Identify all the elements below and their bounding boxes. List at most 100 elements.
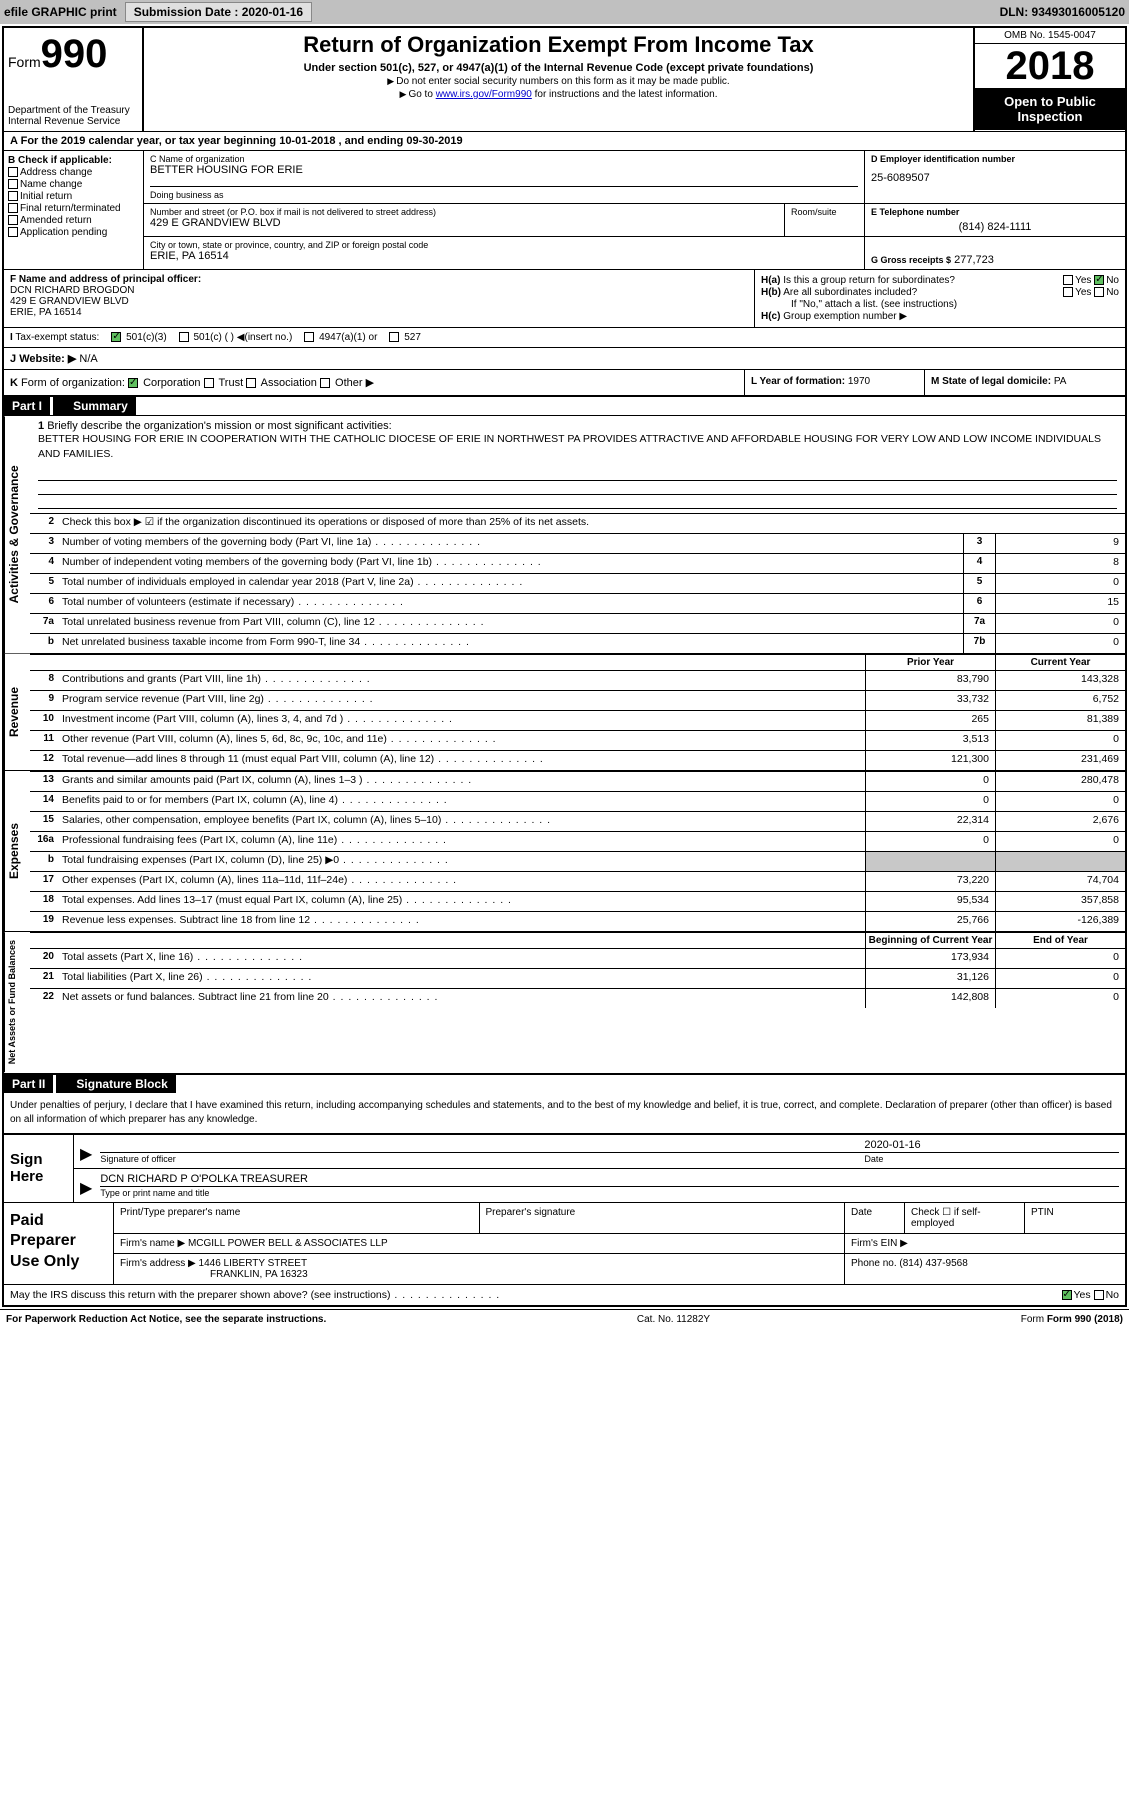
chk-address-change[interactable] — [8, 167, 18, 177]
ha-no[interactable] — [1094, 275, 1104, 285]
data-line: 13Grants and similar amounts paid (Part … — [30, 771, 1125, 791]
prep-date-label: Date — [851, 1207, 898, 1218]
revenue-block: Revenue Prior Year Current Year 8Contrib… — [4, 653, 1125, 770]
tax-status-label: Tax-exempt status: — [15, 332, 99, 343]
data-line: 19Revenue less expenses. Subtract line 1… — [30, 911, 1125, 931]
gov-line: 7aTotal unrelated business revenue from … — [30, 613, 1125, 633]
l-label: L Year of formation: — [751, 376, 845, 387]
data-line: 20Total assets (Part X, line 16)173,9340 — [30, 948, 1125, 968]
current-year-val: 81,389 — [995, 711, 1125, 730]
section-b: B Check if applicable: Address change Na… — [4, 151, 144, 269]
officer-signature[interactable] — [100, 1139, 864, 1153]
chk-amended[interactable] — [8, 215, 18, 225]
website-label: Website: ▶ — [19, 353, 76, 365]
current-year-val: 6,752 — [995, 691, 1125, 710]
lbl-assoc: Association — [261, 377, 317, 389]
tax-year: 2018 — [975, 44, 1125, 88]
line-text: Total liabilities (Part X, line 26) — [58, 969, 865, 988]
prior-year-val: 83,790 — [865, 671, 995, 690]
discuss-no[interactable] — [1094, 1290, 1104, 1300]
current-year-val: 280,478 — [995, 772, 1125, 791]
chk-527[interactable] — [389, 332, 399, 342]
chk-trust[interactable] — [204, 378, 214, 388]
prior-year-val: 0 — [865, 832, 995, 851]
line-val: 0 — [995, 614, 1125, 633]
data-line: 15Salaries, other compensation, employee… — [30, 811, 1125, 831]
note-goto-prefix: Go to — [400, 89, 436, 100]
line-text: Grants and similar amounts paid (Part IX… — [58, 772, 865, 791]
line-num: 4 — [30, 554, 58, 573]
line-box: 7a — [963, 614, 995, 633]
form-subtitle: Under section 501(c), 527, or 4947(a)(1)… — [152, 62, 965, 74]
line-num: b — [30, 852, 58, 871]
lbl-name-change: Name change — [20, 179, 82, 190]
chk-name-change[interactable] — [8, 179, 18, 189]
chk-initial[interactable] — [8, 191, 18, 201]
line-box: 4 — [963, 554, 995, 573]
chk-assoc[interactable] — [246, 378, 256, 388]
firm-phone-label: Phone no. — [851, 1258, 897, 1269]
omb-number: OMB No. 1545-0047 — [975, 28, 1125, 44]
side-expenses: Expenses — [4, 771, 30, 931]
line2-text: Check this box ▶ ☑ if the organization d… — [58, 514, 1125, 533]
officer-label: F Name and address of principal officer: — [10, 274, 748, 285]
phone-value: (814) 824-1111 — [871, 221, 1119, 233]
current-year-val: 143,328 — [995, 671, 1125, 690]
l-value: 1970 — [848, 376, 870, 387]
irs-label: Internal Revenue Service — [8, 116, 138, 127]
current-year-val: 231,469 — [995, 751, 1125, 770]
form990-link[interactable]: www.irs.gov/Form990 — [436, 89, 532, 100]
line-num: b — [30, 634, 58, 653]
data-line: 12Total revenue—add lines 8 through 11 (… — [30, 750, 1125, 770]
chk-501c[interactable] — [179, 332, 189, 342]
header-right: OMB No. 1545-0047 2018 Open to Public In… — [975, 28, 1125, 131]
hb-yes[interactable] — [1063, 287, 1073, 297]
discuss-no-lbl: No — [1106, 1289, 1119, 1301]
line-text: Contributions and grants (Part VIII, lin… — [58, 671, 865, 690]
chk-other[interactable] — [320, 378, 330, 388]
prior-year-val: 3,513 — [865, 731, 995, 750]
side-netassets: Net Assets or Fund Balances — [4, 932, 30, 1072]
line-text: Number of voting members of the governin… — [58, 534, 963, 553]
chk-501c3[interactable] — [111, 332, 121, 342]
website-value: N/A — [79, 353, 97, 365]
discuss-yes[interactable] — [1062, 1290, 1072, 1300]
hb-no[interactable] — [1094, 287, 1104, 297]
penalty-statement: Under penalties of perjury, I declare th… — [4, 1093, 1125, 1133]
chk-final[interactable] — [8, 203, 18, 213]
line-text: Salaries, other compensation, employee b… — [58, 812, 865, 831]
hb-prefix: H(b) — [761, 287, 781, 298]
submission-date-button[interactable]: Submission Date : 2020-01-16 — [125, 2, 312, 22]
lbl-trust: Trust — [218, 377, 243, 389]
dept-label: Department of the Treasury — [8, 105, 138, 116]
city-value: ERIE, PA 16514 — [150, 250, 858, 262]
ein-label: D Employer identification number — [871, 154, 1119, 164]
firm-name-label: Firm's name ▶ — [120, 1238, 185, 1249]
chk-4947[interactable] — [304, 332, 314, 342]
gross-label: G Gross receipts $ — [871, 255, 951, 265]
gov-line: 5Total number of individuals employed in… — [30, 573, 1125, 593]
col-begin: Beginning of Current Year — [865, 933, 995, 948]
chk-pending[interactable] — [8, 227, 18, 237]
hc-prefix: H(c) — [761, 311, 780, 322]
line-text: Other expenses (Part IX, column (A), lin… — [58, 872, 865, 891]
efile-label[interactable]: efile GRAPHIC print — [4, 5, 117, 19]
data-line: 22Net assets or fund balances. Subtract … — [30, 988, 1125, 1008]
section-j: J Website: ▶ N/A — [4, 347, 1125, 369]
mission-blank-1 — [38, 467, 1117, 481]
gov-line: 4Number of independent voting members of… — [30, 553, 1125, 573]
line-num: 7a — [30, 614, 58, 633]
prior-year-val: 265 — [865, 711, 995, 730]
chk-corp[interactable] — [128, 378, 138, 388]
header-left: Form990 Department of the Treasury Inter… — [4, 28, 144, 131]
lbl-initial: Initial return — [20, 191, 72, 202]
part-1-badge: Part I — [4, 397, 50, 415]
m-value: PA — [1054, 376, 1067, 387]
ha-yes[interactable] — [1063, 275, 1073, 285]
current-year-val: 0 — [995, 989, 1125, 1008]
sig-date-value: 2020-01-16 — [864, 1139, 1119, 1153]
line-val: 15 — [995, 594, 1125, 613]
lbl-501c3: 501(c)(3) — [126, 332, 167, 343]
line-box: 5 — [963, 574, 995, 593]
current-year-val: 0 — [995, 949, 1125, 968]
